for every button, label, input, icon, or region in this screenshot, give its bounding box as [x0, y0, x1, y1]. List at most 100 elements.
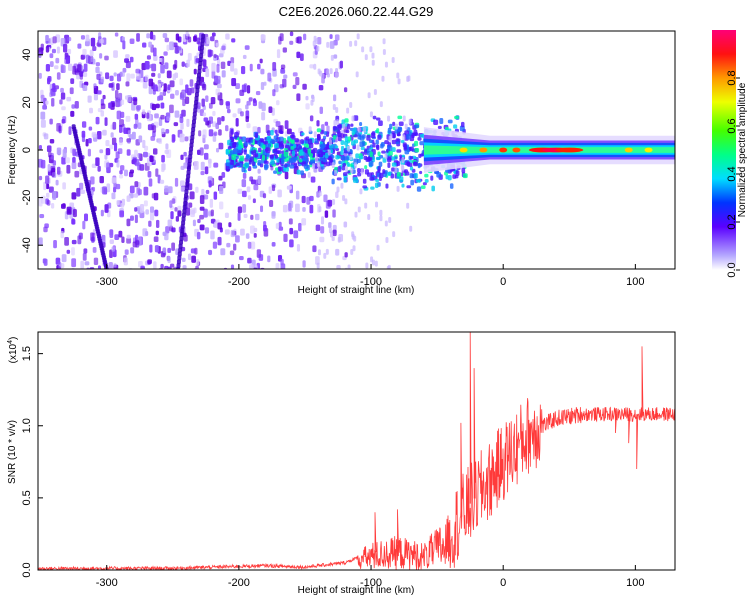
- heatmap-cell: [335, 72, 339, 79]
- heatmap-cell: [109, 144, 114, 150]
- heatmap-cell: [302, 206, 306, 212]
- heatmap-cell: [82, 72, 88, 78]
- heatmap-cell: [121, 236, 125, 244]
- heatmap-cell: [147, 259, 152, 265]
- heatmap-cell: [366, 158, 371, 162]
- heatmap-cell: [289, 164, 295, 169]
- heatmap-cell: [302, 147, 307, 151]
- heatmap-cell: [197, 68, 202, 74]
- heatmap-cell: [152, 125, 157, 133]
- heatmap-cell: [220, 61, 226, 70]
- heatmap-cell: [375, 156, 381, 161]
- heatmap-cell: [232, 113, 237, 118]
- spectrogram-x-tick-label: -100: [360, 276, 382, 288]
- heatmap-cell: [294, 148, 300, 152]
- heatmap-cell: [390, 173, 395, 179]
- heatmap-cell: [225, 33, 230, 40]
- heatmap-cell: [113, 263, 117, 268]
- heatmap-cell: [301, 195, 306, 204]
- heatmap-cell: [400, 164, 404, 171]
- heatmap-cell: [90, 176, 95, 185]
- heatmap-cell: [179, 180, 185, 187]
- heatmap-cell: [198, 60, 203, 66]
- heatmap-cell: [137, 182, 141, 188]
- signal-hotspot: [644, 147, 653, 153]
- heatmap-cell: [123, 257, 128, 266]
- heatmap-cell: [413, 173, 418, 179]
- heatmap-cell: [401, 156, 405, 163]
- heatmap-cell: [135, 73, 141, 80]
- heatmap-cell: [298, 146, 303, 150]
- heatmap-cell: [396, 172, 401, 177]
- heatmap-cell: [196, 76, 201, 82]
- heatmap-cell: [379, 172, 384, 179]
- heatmap-cell: [289, 227, 294, 235]
- heatmap-cell: [199, 147, 204, 156]
- heatmap-cell: [417, 179, 421, 183]
- heatmap-cell: [350, 123, 354, 127]
- heatmap-cell: [181, 220, 186, 226]
- heatmap-cell: [362, 185, 368, 189]
- heatmap-cell: [335, 68, 339, 73]
- heatmap-cell: [139, 203, 145, 213]
- heatmap-cell: [382, 48, 386, 55]
- heatmap-cell: [104, 154, 108, 160]
- heatmap-cell: [316, 262, 320, 269]
- heatmap-cell: [413, 161, 417, 166]
- heatmap-cell: [424, 178, 429, 183]
- heatmap-cell: [118, 138, 123, 146]
- heatmap-cell: [194, 99, 199, 105]
- heatmap-cell: [176, 259, 181, 265]
- heatmap-cell: [130, 215, 134, 221]
- heatmap-cell: [136, 104, 141, 110]
- heatmap-cell: [137, 152, 141, 159]
- heatmap-cell: [120, 99, 125, 106]
- heatmap-cell: [282, 137, 287, 144]
- heatmap-cell: [312, 40, 316, 47]
- heatmap-cell: [224, 229, 230, 235]
- heatmap-cell: [181, 61, 185, 67]
- heatmap-cell: [62, 182, 66, 190]
- heatmap-cell: [231, 38, 236, 43]
- snr-y-tick-label: 0.0: [21, 562, 33, 577]
- heatmap-cell: [211, 32, 216, 37]
- heatmap-cell: [417, 162, 421, 169]
- heatmap-cell: [199, 224, 205, 231]
- heatmap-cell: [382, 38, 386, 45]
- heatmap-cell: [158, 138, 163, 144]
- heatmap-cell: [261, 102, 266, 112]
- heatmap-cell: [60, 87, 64, 93]
- snr-y-tick-label: 1.5: [21, 346, 33, 361]
- heatmap-cell: [296, 93, 301, 101]
- heatmap-cell: [146, 33, 151, 39]
- heatmap-cell: [294, 138, 299, 143]
- heatmap-cell: [155, 168, 159, 177]
- heatmap-cell: [250, 225, 255, 234]
- heatmap-cell: [97, 165, 101, 172]
- heatmap-cell: [370, 256, 374, 263]
- heatmap-cell: [251, 161, 256, 167]
- heatmap-cell: [82, 252, 87, 261]
- heatmap-cell: [182, 208, 187, 214]
- heatmap-cell: [268, 106, 273, 114]
- heatmap-cell: [288, 218, 293, 225]
- heatmap-cell: [66, 206, 72, 215]
- heatmap-cell: [247, 257, 252, 264]
- heatmap-cell: [137, 122, 142, 130]
- heatmap-cell: [126, 218, 131, 227]
- heatmap-cell: [361, 134, 366, 139]
- snr-series-line: [38, 332, 675, 570]
- heatmap-cell: [230, 264, 235, 269]
- colorbar-tick-label: 0.6: [726, 118, 738, 133]
- heatmap-cell: [142, 109, 146, 115]
- heatmap-cell: [43, 133, 49, 140]
- heatmap-cell: [288, 137, 292, 143]
- heatmap-cell: [237, 145, 242, 150]
- heatmap-cell: [235, 235, 240, 243]
- heatmap-cell: [45, 183, 50, 190]
- heatmap-cell: [354, 211, 358, 218]
- heatmap-cell: [403, 143, 407, 150]
- heatmap-cell: [108, 83, 114, 88]
- heatmap-cell: [85, 138, 89, 147]
